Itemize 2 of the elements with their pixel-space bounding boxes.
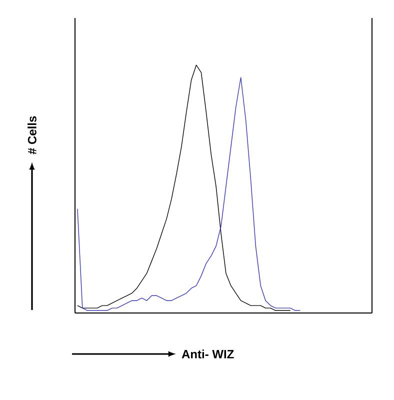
y-axis-title: # Cells: [28, 116, 36, 154]
x-axis-title: Anti- WIZ: [182, 350, 234, 358]
